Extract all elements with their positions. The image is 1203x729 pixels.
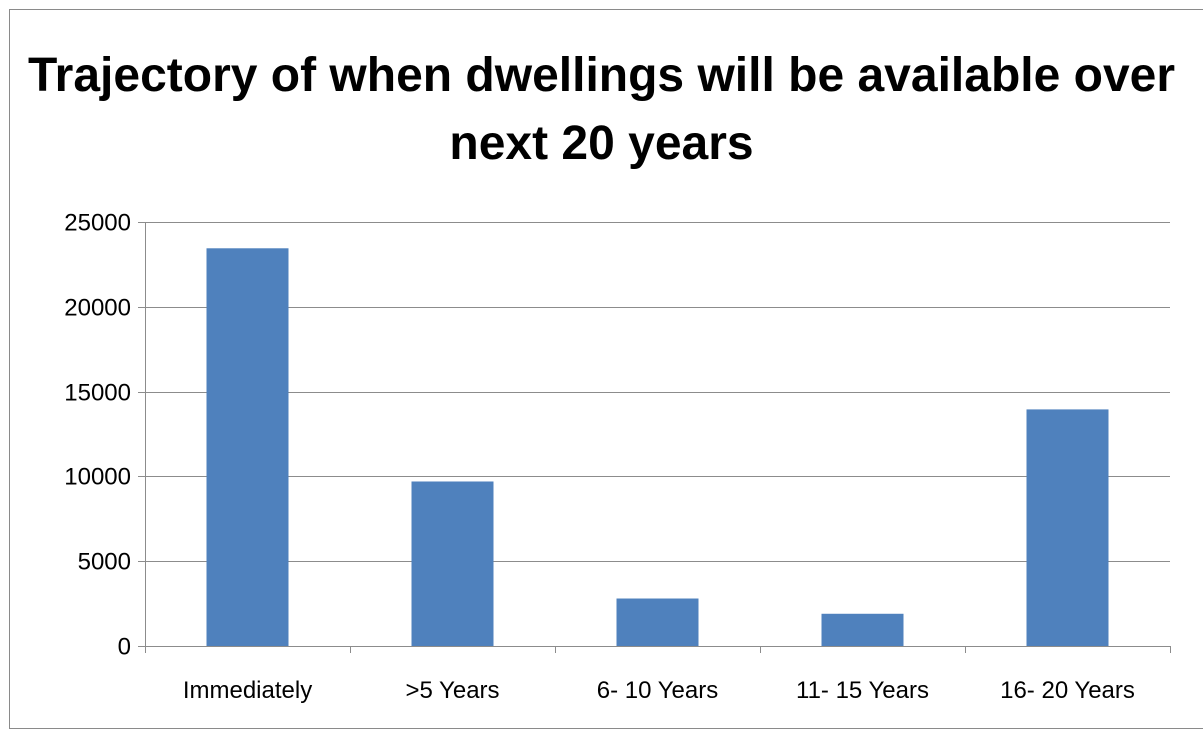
y-tick-label: 0 bbox=[118, 634, 131, 661]
x-tick-label: 16- 20 Years bbox=[1000, 677, 1135, 704]
bar bbox=[411, 481, 494, 646]
axes bbox=[138, 222, 1171, 653]
bar bbox=[206, 248, 289, 646]
y-tick-label: 5000 bbox=[78, 549, 131, 576]
chart-title: Trajectory of when dwellings will be ava… bbox=[27, 49, 1176, 170]
gridlines bbox=[145, 222, 1170, 562]
x-tick-label: >5 Years bbox=[405, 677, 499, 704]
y-tick-label: 20000 bbox=[64, 295, 131, 322]
y-tick-label: 15000 bbox=[64, 380, 131, 407]
y-tick-label: 10000 bbox=[64, 464, 131, 491]
tick-labels: 0 5000 10000 15000 20000 25000 Immediately >5 Y… bbox=[64, 210, 1135, 705]
bars bbox=[206, 248, 1109, 646]
bar bbox=[1026, 409, 1109, 646]
y-tick-label: 25000 bbox=[64, 210, 131, 237]
x-tick-label: 11- 15 Years bbox=[796, 677, 929, 704]
x-tick-label: 6- 10 Years bbox=[597, 677, 718, 704]
x-tick-label: Immediately bbox=[183, 677, 312, 704]
bar bbox=[616, 598, 699, 646]
bar bbox=[821, 613, 904, 646]
